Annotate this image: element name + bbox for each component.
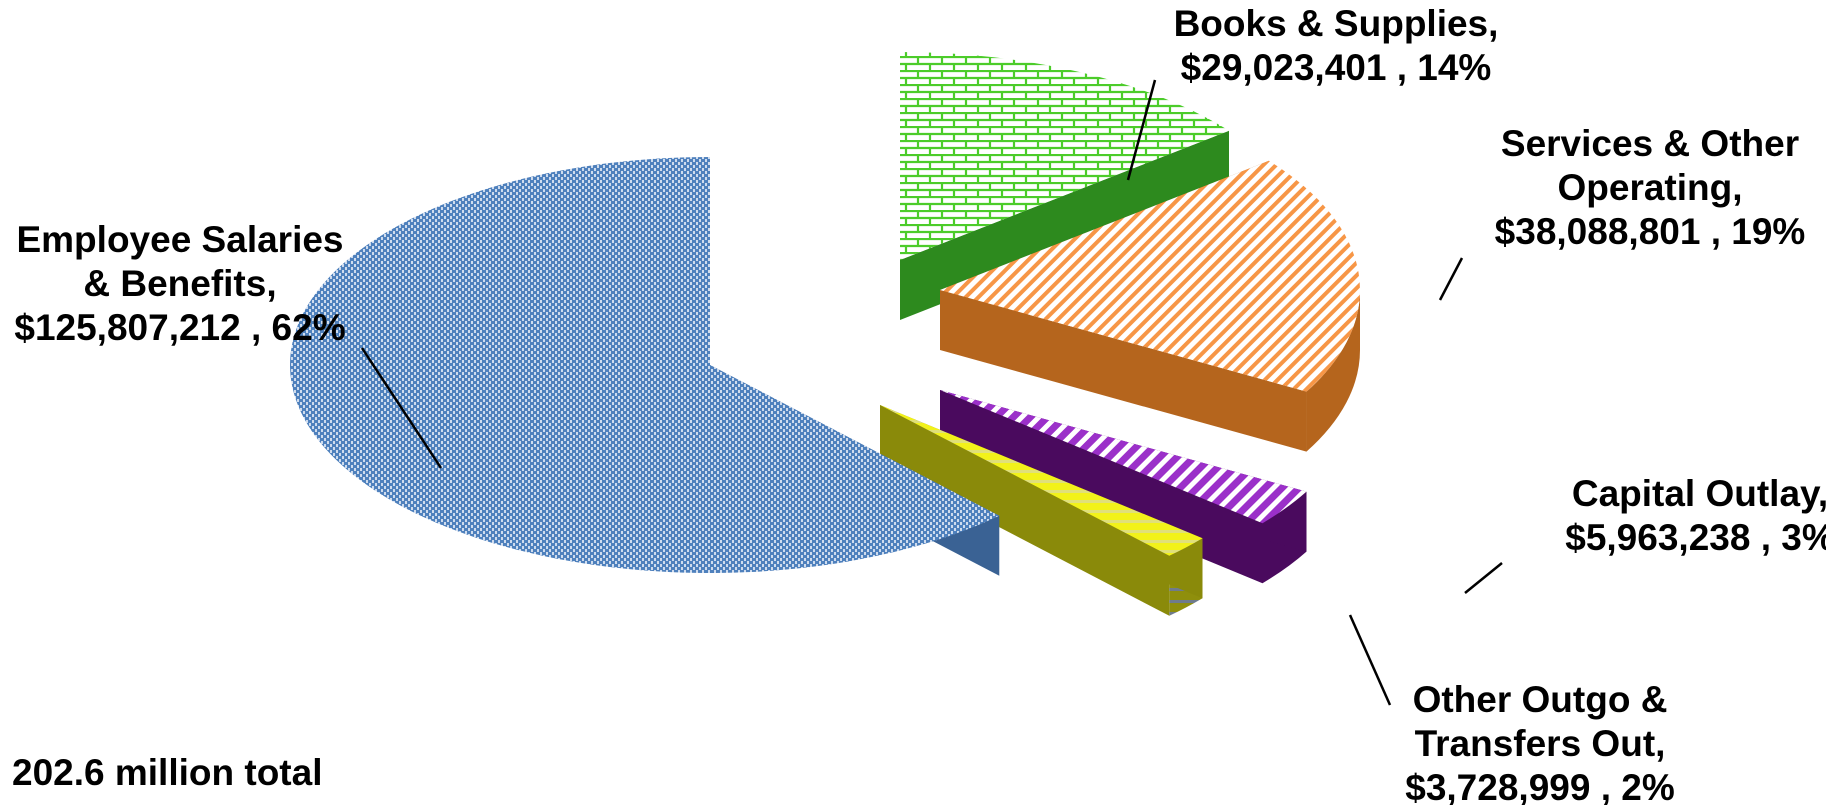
pie-slice-0 <box>289 157 1000 576</box>
slice-label-line: Transfers Out, <box>1415 723 1666 764</box>
slice-label-1: Books & Supplies,$29,023,401 , 14% <box>1126 3 1499 181</box>
pie-slice-side-2 <box>1306 290 1360 452</box>
pie-slice-1 <box>900 52 1230 320</box>
slice-label-line: Capital Outlay, <box>1572 473 1826 514</box>
leader-line <box>1464 562 1503 594</box>
slice-label-3: Capital Outlay,$5,963,238 , 3% <box>1464 473 1826 594</box>
slice-label-4: Other Outgo &Transfers Out,$3,728,999 , … <box>1348 614 1675 805</box>
slice-label-line: Books & Supplies, <box>1174 3 1499 44</box>
slice-label-line: $5,963,238 , 3% <box>1565 517 1826 558</box>
slice-label-line: $29,023,401 , 14% <box>1181 47 1492 88</box>
leader-line <box>1348 614 1392 706</box>
pie-slice-2 <box>940 160 1360 452</box>
slice-label-line: & Benefits, <box>83 263 276 304</box>
pie-slice-4 <box>880 405 1203 616</box>
pie-slice-face-b-2 <box>940 290 1307 452</box>
pie-slice-top-0 <box>289 157 1000 573</box>
pie-slice-top-4 <box>880 405 1203 556</box>
slice-label-line: $3,728,999 , 2% <box>1405 767 1675 805</box>
slice-label-line: Services & Other <box>1501 123 1799 164</box>
pie-slice-top-1 <box>900 52 1230 260</box>
pie-slice-face-b-4 <box>880 405 1170 616</box>
leader-line <box>1438 257 1464 301</box>
slice-label-line: Employee Salaries <box>16 219 343 260</box>
leader-line <box>360 347 443 469</box>
leader-line <box>1126 79 1157 181</box>
total-note: 202.6 million total <box>12 752 322 793</box>
slice-label-line: $38,088,801 , 19% <box>1495 211 1806 252</box>
slice-label-0: Employee Salaries& Benefits,$125,807,212… <box>14 219 443 469</box>
slice-label-line: Operating, <box>1557 167 1742 208</box>
pie-slice-face-b-1 <box>900 130 1230 320</box>
slice-label-line: $125,807,212 , 62% <box>14 307 345 348</box>
pie-slice-top-3 <box>940 390 1307 524</box>
pie-slice-top-2 <box>940 160 1360 392</box>
slice-label-line: Other Outgo & <box>1413 679 1668 720</box>
